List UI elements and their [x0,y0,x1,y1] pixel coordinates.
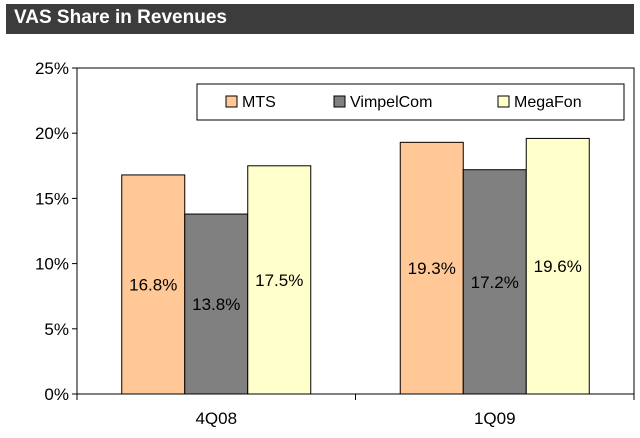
bar [462,169,527,395]
y-tick-label: 15% [35,189,69,208]
y-tick-label: 10% [35,255,69,274]
y-tick-label: 20% [35,124,69,143]
legend-swatch [497,95,510,108]
chart-title: VAS Share in Revenues [14,7,227,28]
legend-swatch [333,95,346,108]
data-label: 17.5% [255,271,303,290]
y-tick-label: 0% [44,385,69,404]
bar [121,174,186,395]
data-label: 16.8% [129,275,177,294]
bar [247,165,312,395]
data-label: 19.3% [408,259,456,278]
bar [525,137,590,395]
data-label: 19.6% [534,257,582,276]
bar [399,141,464,395]
legend-label: MTS [242,94,276,111]
legend-label: MegaFon [514,94,582,111]
legend [196,83,625,121]
x-tick-label: 4Q08 [195,409,237,428]
legend-label: VimpelCom [350,94,432,111]
data-label: 13.8% [192,295,240,314]
legend-swatch [225,95,238,108]
y-tick-label: 5% [44,320,69,339]
x-tick-label: 1Q09 [474,409,516,428]
data-label: 17.2% [471,273,519,292]
y-tick-label: 25% [35,59,69,78]
title-bar: VAS Share in Revenues [6,4,634,34]
